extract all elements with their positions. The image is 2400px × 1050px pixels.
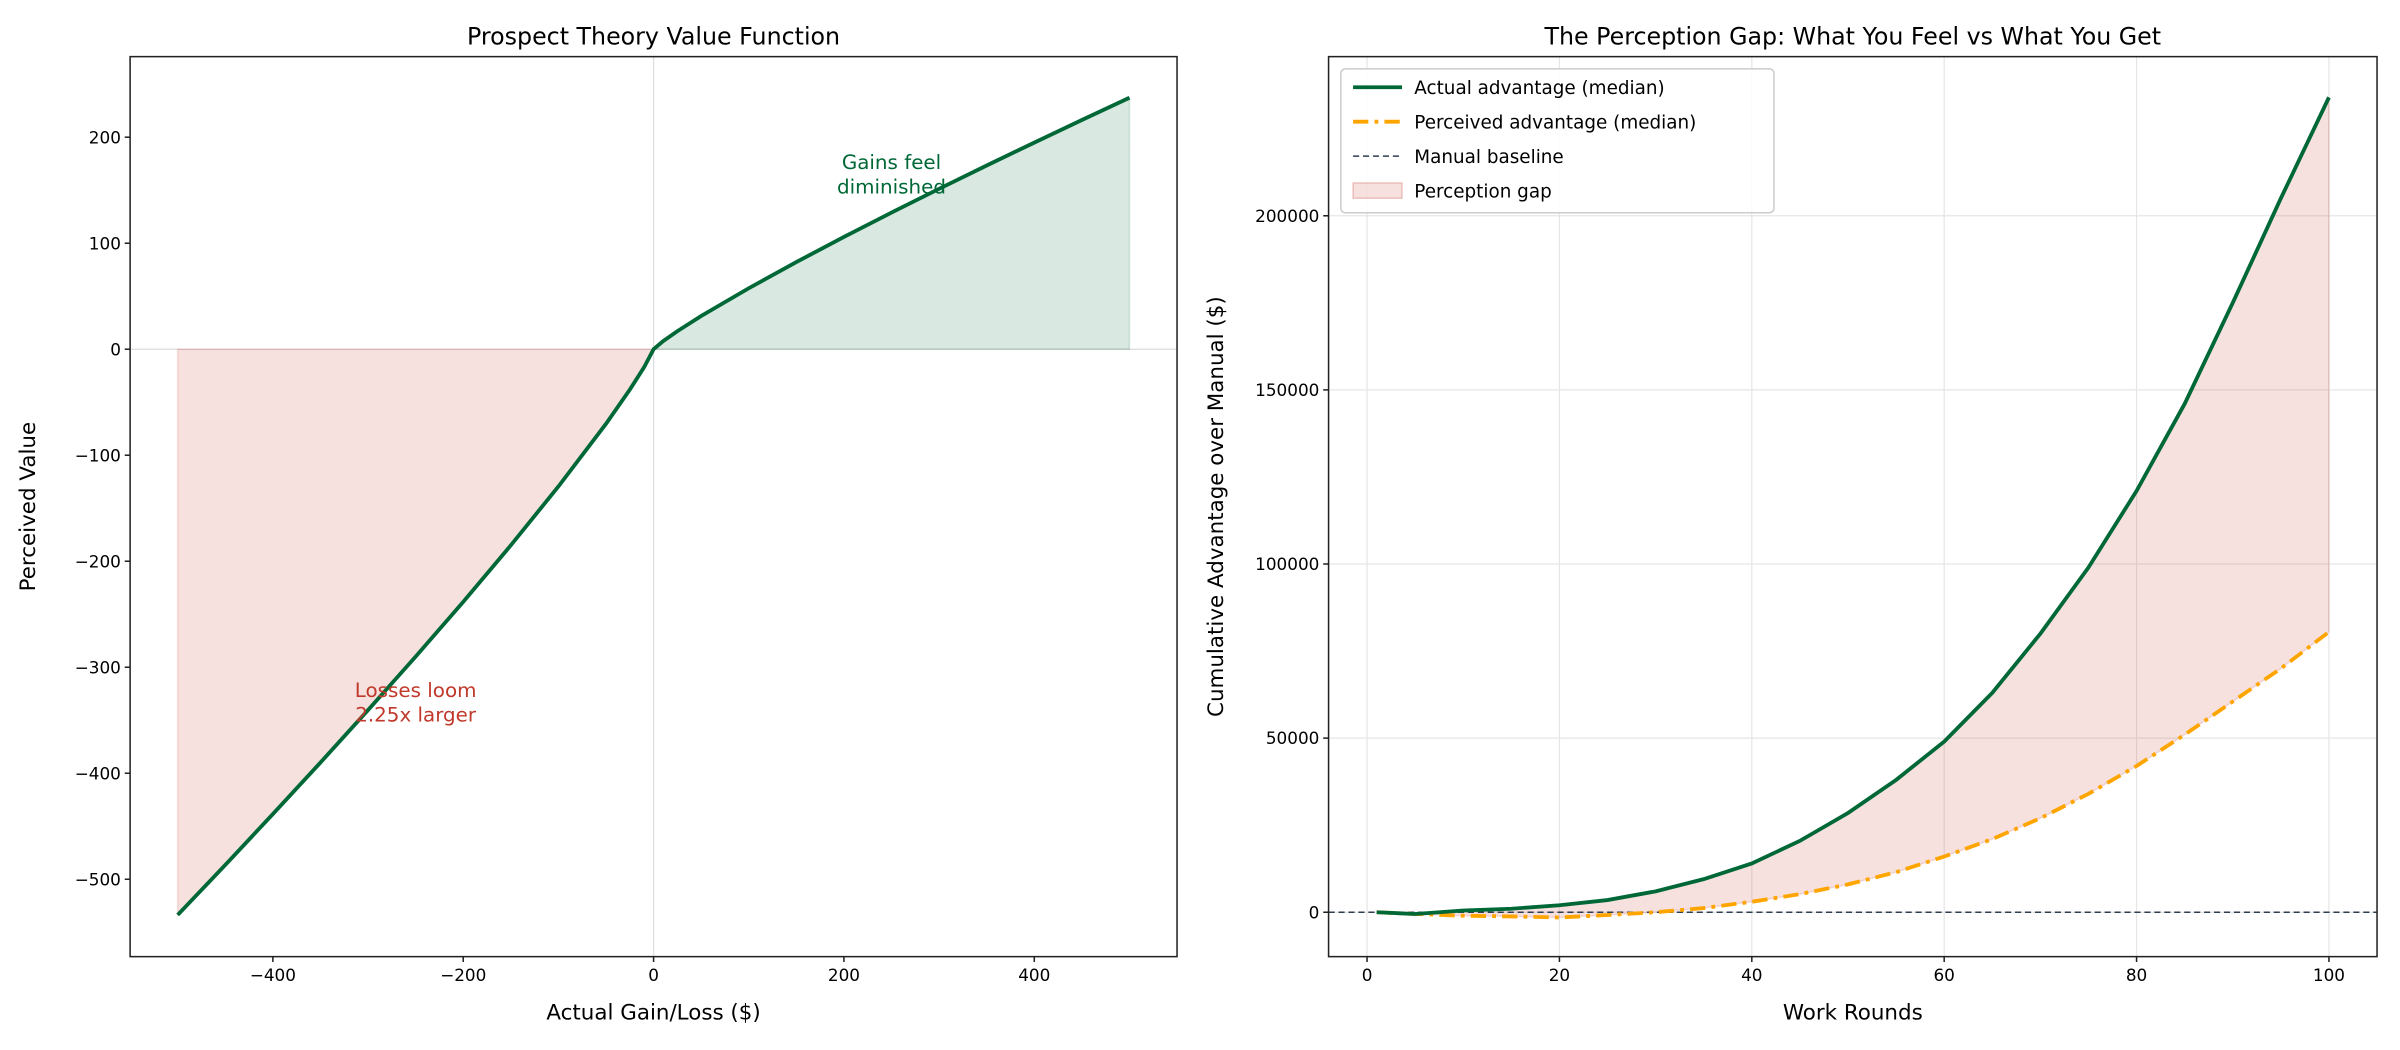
- legend-label: Actual advantage (median): [1414, 78, 1664, 99]
- gains-annotation: Gains feel diminished: [837, 151, 946, 198]
- annotation-line: 2.25x larger: [355, 703, 477, 726]
- x-tick-label: 60: [1933, 965, 1954, 985]
- x-axis-label: Actual Gain/Loss ($): [546, 1000, 760, 1025]
- gain-area: [651, 96, 1131, 350]
- chart-title: The Perception Gap: What You Feel vs Wha…: [1544, 22, 2162, 50]
- value-function-line: [176, 96, 1131, 917]
- x-tick-label: 80: [2126, 965, 2147, 985]
- y-tick-label: 100000: [1255, 554, 1319, 574]
- y-tick-label: 50000: [1266, 728, 1320, 748]
- perception-gap-area: [1376, 97, 2330, 919]
- y-axis-label: Cumulative Advantage over Manual ($): [1204, 296, 1229, 717]
- x-tick-label: 20: [1549, 965, 1570, 985]
- x-tick-label: 400: [1018, 965, 1050, 985]
- y-tick-label: 200000: [1255, 206, 1319, 226]
- plot-frame: [1327, 55, 2378, 958]
- y-tick-label: −300: [75, 657, 121, 677]
- y-tick-label: 100: [89, 233, 121, 253]
- losses-annotation: Losses loom 2.25x larger: [355, 679, 477, 726]
- annotation-line: Gains feel: [842, 151, 941, 174]
- x-tick-label: 0: [1362, 965, 1373, 985]
- y-tick-label: 200: [89, 127, 121, 147]
- loss-area: [176, 348, 655, 917]
- chart-title: Prospect Theory Value Function: [467, 22, 840, 50]
- legend: Actual advantage (median) Perceived advan…: [1340, 68, 1775, 214]
- y-tick-label: 150000: [1255, 380, 1319, 400]
- chart-prospect-theory: Gains feel diminished Losses loom 2.25x lar…: [16, 22, 1178, 1025]
- legend-label: Perceived advantage (median): [1414, 113, 1696, 134]
- x-axis-label: Work Rounds: [1783, 1000, 1923, 1025]
- x-tick-label: 40: [1741, 965, 1762, 985]
- x-tick-label: 200: [828, 965, 860, 985]
- y-tick-label: 0: [1309, 902, 1320, 922]
- x-tick-label: 100: [2313, 965, 2345, 985]
- chart-perception-gap: 0 20 40 60 80 100 0 50000 100000 150000 200000 Work…: [1204, 22, 2378, 1025]
- annotation-line: Losses loom: [355, 679, 477, 702]
- x-tick-label: −400: [250, 965, 296, 985]
- y-tick-label: −400: [75, 763, 121, 783]
- legend-box: [1340, 68, 1775, 214]
- perceived-advantage-line: [1376, 630, 2331, 920]
- y-tick-label: −100: [75, 445, 121, 465]
- actual-advantage-line: [1376, 96, 2331, 916]
- x-tick-label: −200: [440, 965, 486, 985]
- y-axis-label: Perceived Value: [16, 422, 41, 592]
- y-tick-label: 0: [110, 339, 121, 359]
- legend-label: Manual baseline: [1414, 147, 1563, 168]
- y-tick-label: −200: [75, 551, 121, 571]
- y-tick-label: −500: [75, 869, 121, 889]
- legend-swatch: [1352, 182, 1403, 199]
- annotation-line: diminished: [837, 175, 946, 198]
- x-tick-label: 0: [648, 965, 659, 985]
- legend-label: Perception gap: [1414, 181, 1551, 202]
